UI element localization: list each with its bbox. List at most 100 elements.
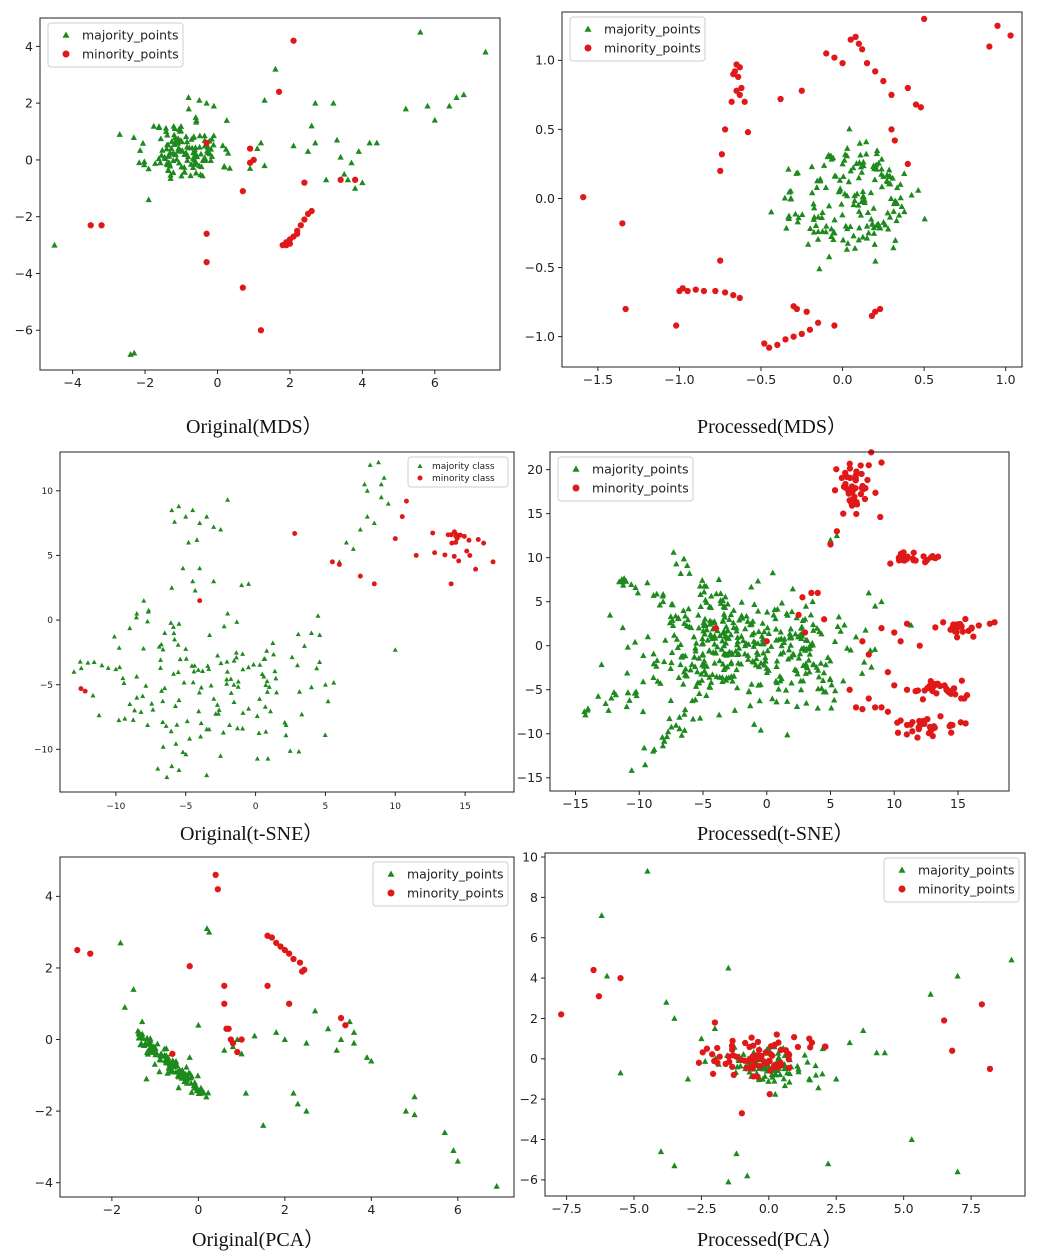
majority-point — [219, 142, 226, 149]
majority-point — [191, 1079, 198, 1086]
minority-point — [933, 690, 940, 697]
majority-point — [800, 662, 807, 669]
majority-point — [723, 676, 730, 683]
majority-point — [837, 628, 844, 634]
majority-point — [818, 630, 825, 637]
majority-point — [261, 97, 268, 103]
y-tick-label: 1.0 — [535, 53, 555, 68]
majority-point — [669, 622, 677, 629]
majority-point — [136, 159, 143, 166]
majority-point — [581, 708, 588, 715]
majority-point — [832, 687, 839, 694]
majority-point — [733, 666, 740, 673]
minority-point — [767, 1067, 774, 1074]
majority-point — [185, 105, 192, 112]
minority-point — [863, 59, 871, 67]
minority-point — [927, 678, 934, 685]
majority-point — [839, 211, 846, 218]
minority-point — [738, 1110, 745, 1117]
majority-point — [682, 612, 689, 619]
majority-point — [730, 619, 737, 626]
majority-point — [819, 209, 826, 216]
majority-point — [670, 548, 677, 555]
majority-point — [801, 1051, 808, 1058]
x-tick-label: 2 — [286, 375, 294, 390]
majority-point — [605, 707, 612, 713]
majority-point — [684, 616, 692, 623]
chart-original-mds: −4 −2 0 2 4 6 −6 −4 −2 0 2 4 majority_points minority… — [0, 0, 520, 395]
majority-point — [211, 578, 217, 584]
minority-point — [921, 687, 928, 694]
majority-point — [411, 1093, 418, 1100]
majority-point — [915, 187, 922, 193]
majority-point — [810, 660, 817, 667]
majority-point — [266, 684, 272, 689]
majority-point — [761, 628, 768, 635]
minority-point — [838, 474, 845, 482]
majority-point — [189, 144, 196, 151]
minority-point — [718, 151, 725, 158]
majority-point — [624, 643, 631, 650]
majority-point — [699, 577, 706, 583]
majority-point — [745, 687, 753, 694]
minority-point — [814, 589, 821, 597]
majority-point — [174, 722, 180, 727]
majority-point — [182, 149, 190, 156]
y-tick-label: −2 — [35, 1103, 53, 1118]
majority-point — [178, 172, 185, 179]
majority-point — [175, 159, 183, 166]
majority-point — [136, 147, 144, 153]
minority-point — [294, 230, 301, 237]
majority-point — [763, 608, 771, 615]
majority-point — [742, 625, 749, 632]
majority-point — [855, 208, 863, 214]
majority-point — [855, 174, 863, 181]
chart-processed-mds: −1.5 −1.0 −0.5 0.0 0.5 1.0 −1.0 −0.5 0.0 0.5 1.0 ma… — [520, 0, 1041, 395]
minority-point — [337, 1014, 345, 1022]
x-tick-label: −10 — [106, 802, 125, 812]
minority-point — [717, 167, 724, 174]
minority-point — [884, 668, 892, 676]
minority-point — [432, 550, 438, 556]
majority-point — [762, 654, 769, 661]
majority-point — [723, 650, 731, 657]
minority-point — [684, 287, 691, 295]
y-tick-label: −4 — [520, 1132, 538, 1147]
minority-point — [840, 510, 847, 517]
majority-point — [330, 99, 337, 106]
majority-point — [663, 733, 671, 740]
legend-marker-minority — [417, 475, 423, 481]
minority-point — [221, 982, 228, 989]
majority-point — [697, 603, 704, 610]
majority-point — [844, 644, 851, 651]
x-tick-label: 7.5 — [961, 1201, 981, 1216]
majority-point — [139, 1030, 146, 1037]
majority-point — [617, 1069, 624, 1076]
x-tick-label: −4 — [63, 375, 81, 390]
majority-point — [239, 582, 245, 588]
majority-point — [91, 659, 97, 665]
majority-point — [183, 1079, 190, 1086]
majority-point — [703, 671, 710, 677]
majority-point — [757, 659, 765, 666]
minority-point — [725, 1053, 732, 1060]
majority-point — [759, 619, 766, 626]
majority-point — [263, 729, 269, 734]
majority-point — [582, 711, 589, 718]
minority-point — [853, 498, 860, 506]
minority-point — [962, 615, 969, 623]
majority-point — [187, 736, 193, 741]
majority-point — [659, 598, 667, 605]
minority-point — [399, 514, 405, 520]
majority-point — [890, 208, 897, 214]
minority-point — [695, 1059, 703, 1066]
majority-point — [770, 611, 777, 618]
minority-point — [790, 333, 797, 340]
majority-point — [183, 656, 189, 661]
majority-point — [261, 162, 268, 169]
majority-point — [264, 678, 270, 684]
majority-point — [851, 244, 859, 251]
y-tick-label: −10 — [34, 745, 53, 755]
majority-point — [333, 136, 341, 143]
minority-point — [833, 528, 841, 535]
